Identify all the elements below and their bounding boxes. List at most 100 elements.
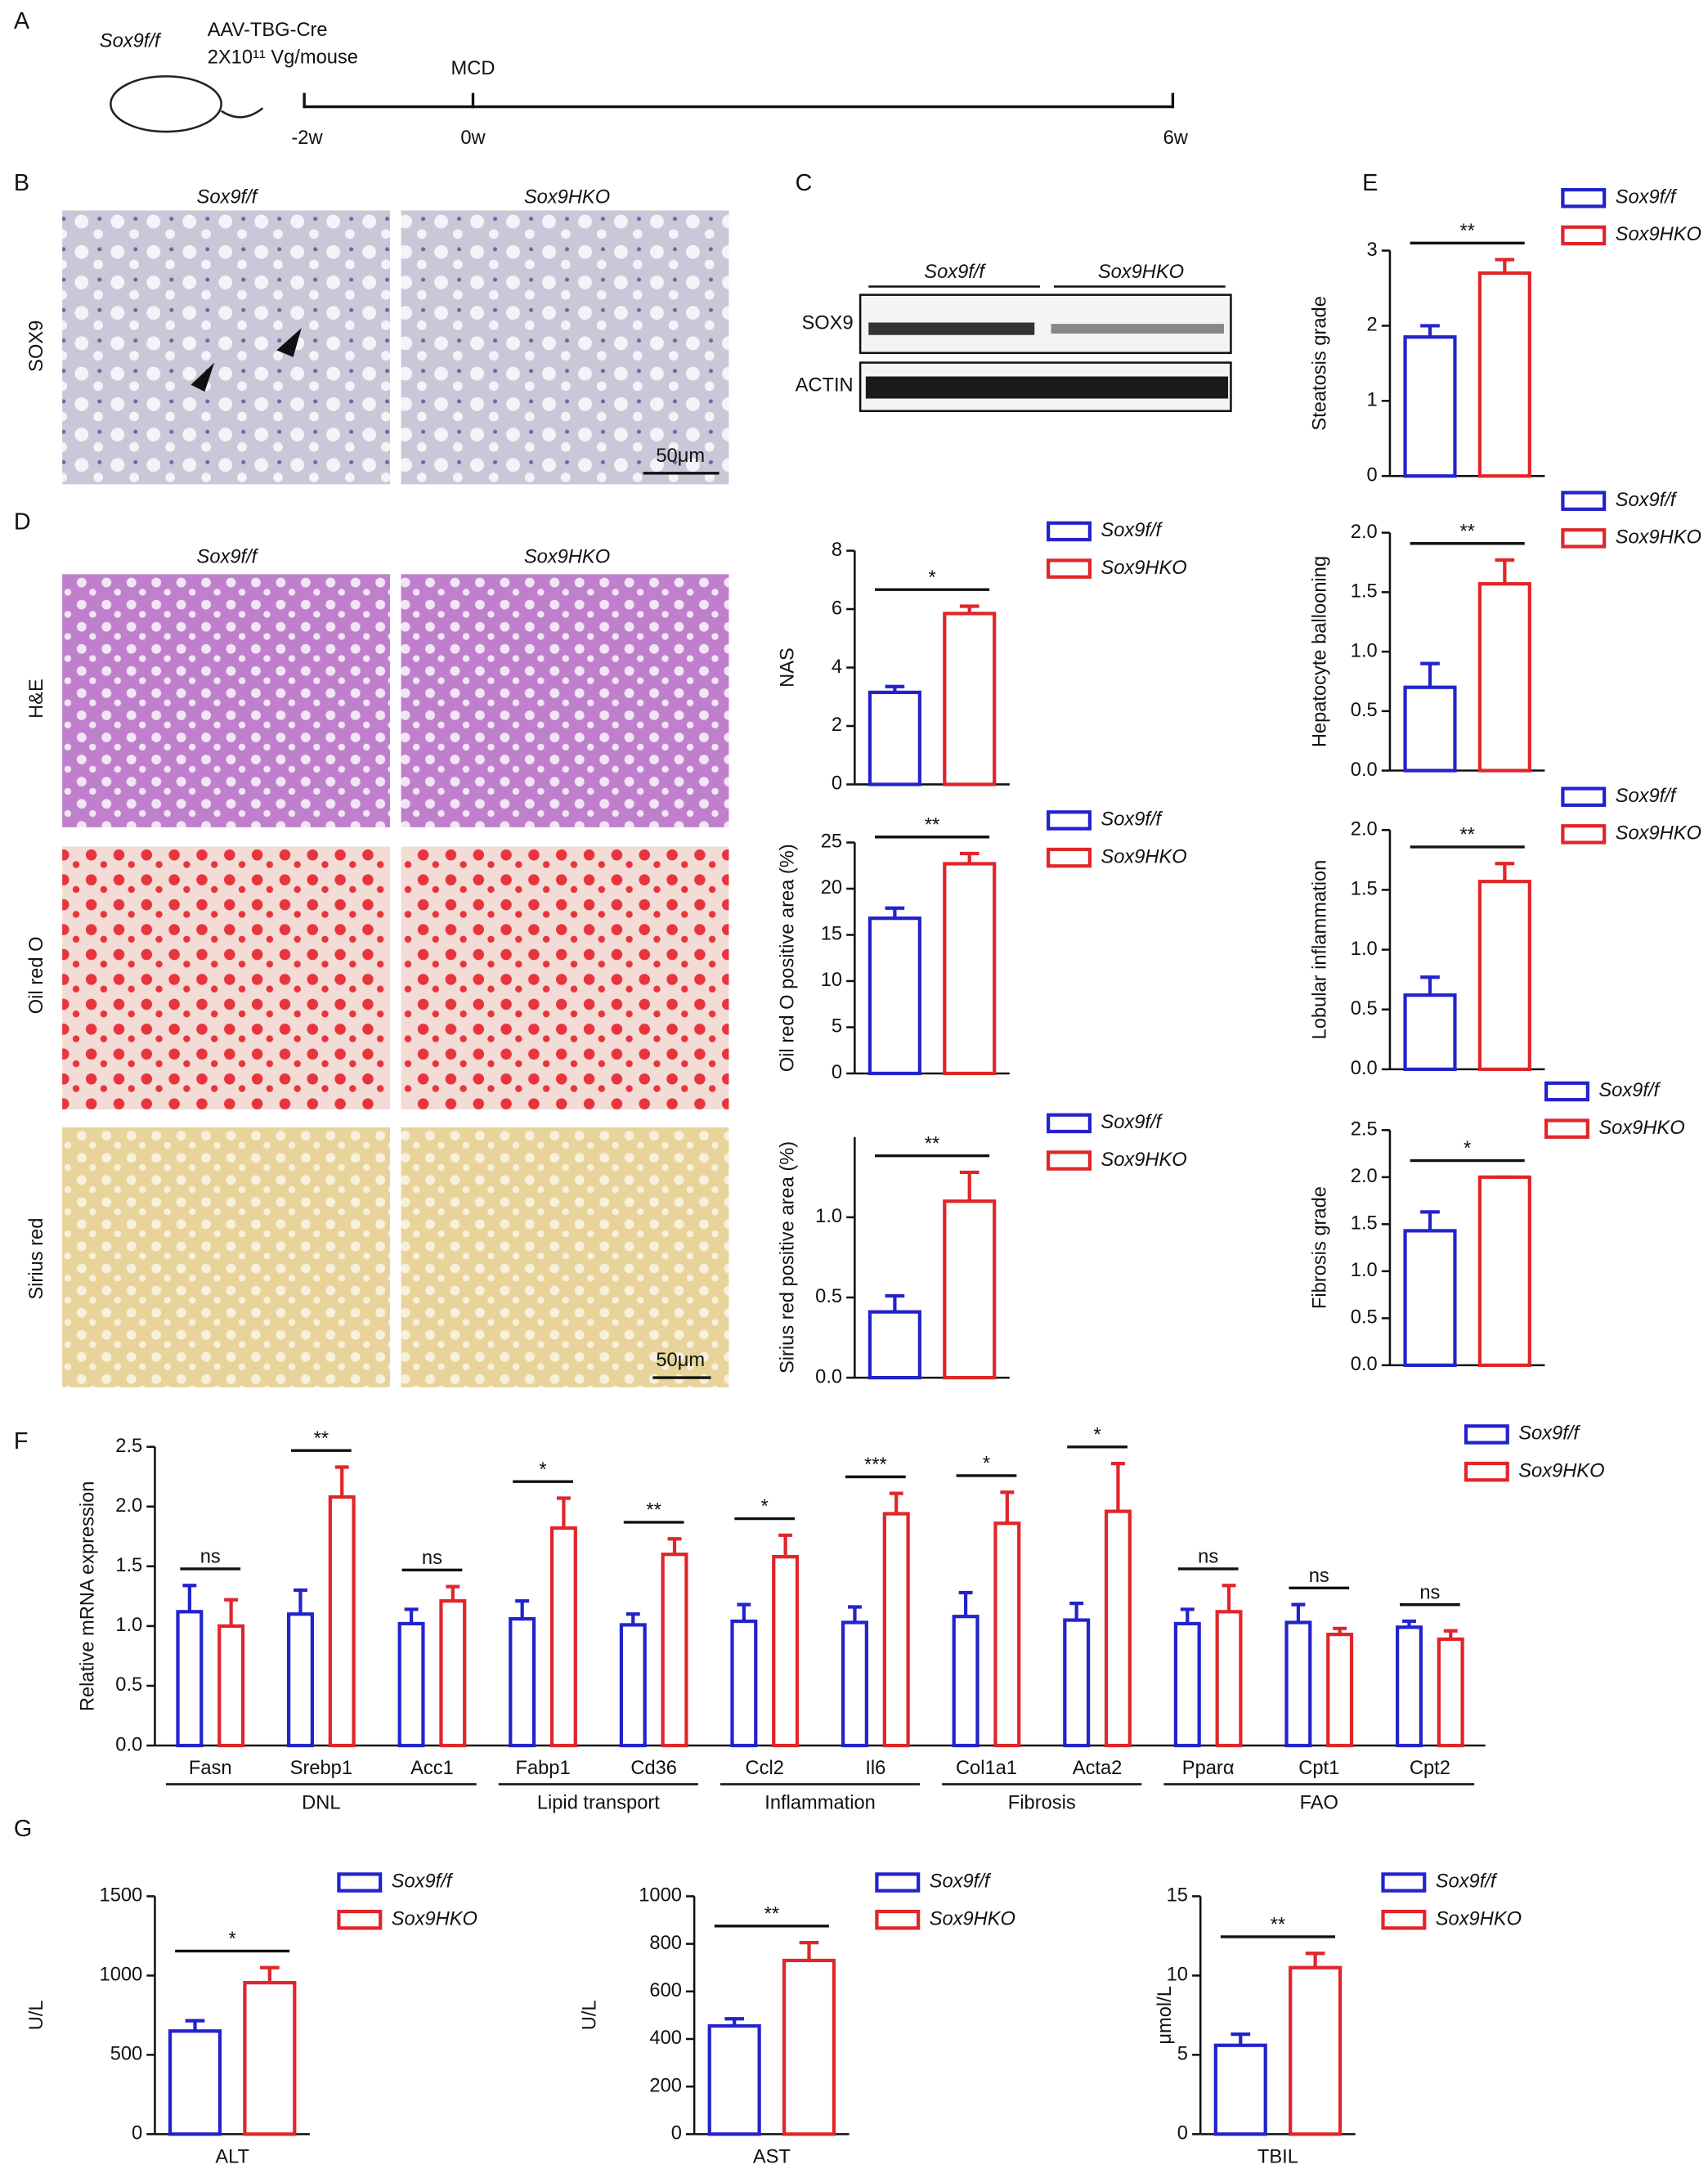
error-bar: [556, 1496, 571, 1529]
significance-label: *: [539, 1459, 546, 1481]
group-label: DNL: [302, 1792, 340, 1813]
panel-label: G: [14, 1816, 32, 1842]
bar: [772, 1555, 800, 1748]
y-tick-label: 0.0: [1351, 1354, 1378, 1375]
panel-label: F: [14, 1428, 29, 1454]
y-tick-label: 1.5: [1351, 879, 1378, 900]
y-tick-label: 0.0: [1351, 760, 1378, 781]
bar: [1477, 271, 1531, 478]
x-tick-label: Cpt2: [1410, 1758, 1450, 1779]
bar: [439, 1599, 467, 1748]
legend-swatch: [1561, 187, 1607, 208]
error-bar: [404, 1607, 419, 1624]
bar: [168, 2029, 222, 2136]
legend-swatch: [1047, 521, 1092, 542]
y-tick-label: 4: [832, 657, 842, 678]
y-tick-label: 6: [832, 598, 842, 619]
bar: [619, 1623, 647, 1748]
error-bar: [1420, 324, 1440, 338]
error-bar: [959, 604, 980, 614]
error-bar: [778, 1533, 793, 1557]
y-tick-label: 0.5: [815, 1286, 842, 1307]
error-bar: [799, 1941, 819, 1961]
panel-label: C: [796, 170, 813, 196]
y-tick-label: 0: [1177, 2123, 1188, 2144]
bar: [176, 1610, 204, 1748]
bar: [867, 1310, 921, 1380]
significance-label: *: [983, 1454, 990, 1475]
y-tick-label: 2.5: [115, 1436, 142, 1457]
bar: [243, 1981, 297, 2136]
y-tick-label: 800: [649, 1933, 682, 1954]
legend-swatch: [875, 1872, 921, 1893]
y-tick-label: 500: [110, 2044, 143, 2065]
bar: [943, 1199, 997, 1380]
error-bar: [1420, 975, 1440, 996]
y-axis-label: Oil red O positive area (%): [777, 844, 798, 1072]
error-bar: [667, 1537, 682, 1555]
x-tick-label: Fasn: [189, 1758, 232, 1779]
legend-swatch: [1381, 1909, 1427, 1930]
y-tick-label: 0: [671, 2123, 682, 2144]
x-tick-label: Acc1: [410, 1758, 454, 1779]
legend-swatch: [1561, 491, 1607, 511]
row-label: Oil red O: [26, 937, 47, 1015]
bar: [509, 1617, 536, 1748]
bar: [993, 1521, 1021, 1748]
significance-label: *: [1093, 1425, 1101, 1446]
y-tick-label: 0: [832, 773, 842, 795]
error-bar: [1420, 661, 1440, 688]
legend-swatch: [1047, 810, 1092, 831]
legend-label: Sox9HKO: [1101, 846, 1186, 867]
bar: [1104, 1509, 1132, 1748]
error-bar: [959, 1170, 980, 1202]
row-label: H&E: [26, 679, 47, 719]
band-label: ACTIN: [796, 375, 854, 397]
y-tick-label: 1.5: [1351, 1213, 1378, 1235]
y-axis-label: Lobular inflammation: [1310, 860, 1331, 1040]
y-tick-label: 25: [821, 831, 842, 853]
bar: [1403, 993, 1457, 1072]
significance-label: ns: [1198, 1547, 1218, 1568]
y-tick-label: 0.0: [115, 1734, 142, 1755]
legend-label: Sox9HKO: [1598, 1118, 1684, 1139]
mouse-tail: [220, 107, 264, 119]
y-tick-label: 2.5: [1351, 1119, 1378, 1141]
x-tick-label: Il6: [865, 1758, 885, 1779]
legend-swatch: [1561, 824, 1607, 845]
bar: [1403, 1229, 1457, 1367]
legend-label: Sox9HKO: [392, 1908, 477, 1929]
bar: [1396, 1625, 1423, 1748]
legend-label: Sox9HKO: [1518, 1460, 1604, 1481]
arrowheads: [191, 328, 302, 392]
legend-swatch: [337, 1872, 383, 1893]
y-tick-label: 200: [649, 2075, 682, 2096]
significance-label: ns: [422, 1548, 442, 1569]
x-tick-label: ALT: [215, 2146, 249, 2167]
y-tick-label: 1: [1367, 390, 1378, 411]
y-axis-label: μmol/L: [1154, 1986, 1176, 2045]
bar: [841, 1620, 868, 1748]
legend-swatch: [1464, 1461, 1509, 1482]
legend-label: Sox9f/f: [1616, 786, 1678, 807]
error-bar: [848, 1605, 862, 1623]
y-tick-label: 10: [821, 970, 842, 991]
y-tick-label: 2: [832, 715, 842, 736]
significance-label: *: [761, 1496, 769, 1517]
bar: [782, 1958, 836, 2136]
legend-label: Sox9f/f: [1436, 1871, 1498, 1893]
histology-image: [401, 574, 729, 827]
significance-label: *: [928, 567, 935, 589]
y-axis-label: Hepatocyte ballooning: [1310, 556, 1331, 747]
histology-image: [401, 846, 729, 1109]
y-tick-label: 0.5: [1351, 998, 1378, 1020]
y-axis-label: U/L: [580, 2000, 601, 2030]
y-tick-label: 20: [821, 877, 842, 899]
error-bar: [1069, 1602, 1084, 1620]
bar: [1477, 1175, 1531, 1367]
timeline-label: -2w: [291, 128, 323, 149]
error-bar: [224, 1598, 239, 1626]
legend-swatch: [1561, 528, 1607, 549]
legend-label: Sox9HKO: [1436, 1908, 1522, 1929]
legend-swatch: [1544, 1081, 1589, 1102]
